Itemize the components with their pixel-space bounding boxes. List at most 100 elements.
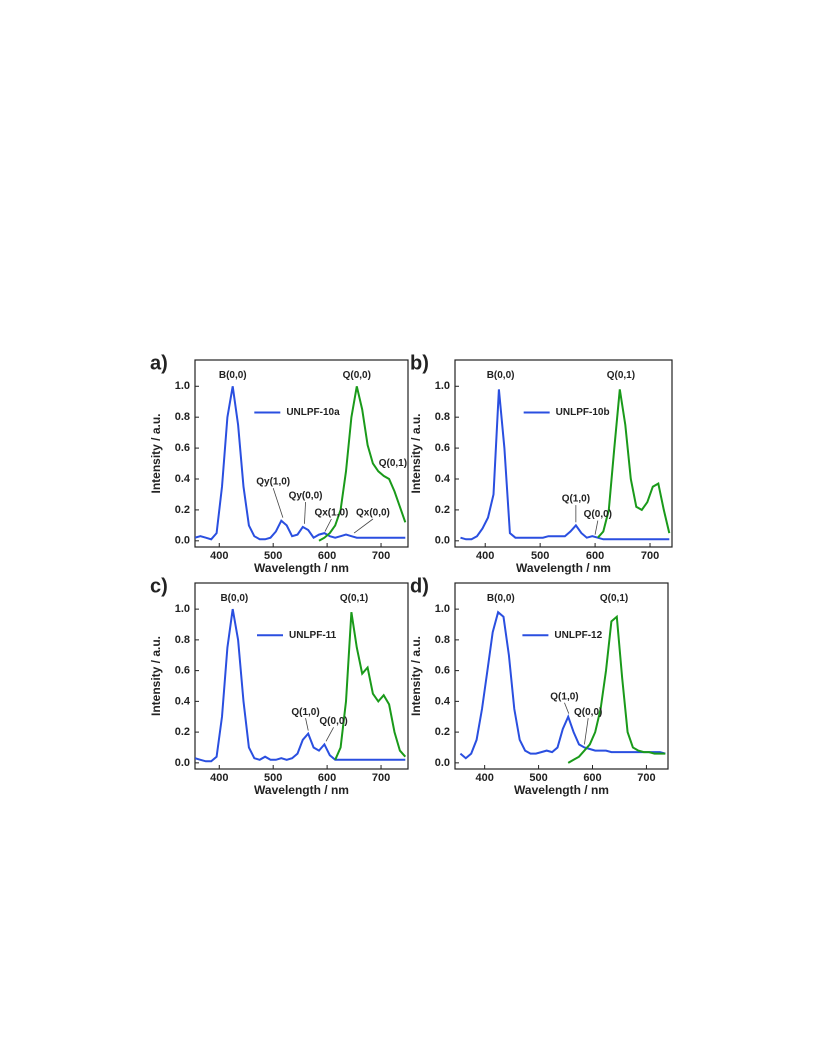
y-tick-label: 1.0: [435, 603, 450, 615]
x-tick-label: 600: [586, 550, 604, 562]
peak-annotation: Q(0,1): [340, 593, 368, 604]
y-tick-label: 0.8: [175, 634, 190, 646]
y-axis-label: Intensity / a.u.: [409, 636, 423, 716]
y-tick-label: 0.4: [435, 695, 451, 707]
x-tick-label: 400: [475, 772, 493, 784]
x-axis-label: Wavelength / nm: [516, 561, 611, 575]
y-tick-label: 0.0: [175, 535, 190, 547]
spectrum-line: [597, 389, 671, 539]
x-tick-label: 600: [583, 772, 601, 784]
y-tick-label: 0.8: [175, 411, 190, 423]
annotation-arrow: [324, 518, 332, 532]
y-tick-label: 0.0: [435, 535, 450, 547]
peak-annotation: Q(0,1): [600, 593, 628, 604]
panel: 400 500 600 700 0.0 0.2 0.4 0.6 0.8 1.0 Wavelength…: [409, 352, 673, 575]
x-tick-label: 700: [637, 772, 655, 784]
x-axis-label: Wavelength / nm: [254, 561, 349, 575]
y-tick-label: 0.4: [435, 473, 451, 485]
peak-annotation: B(0,0): [220, 593, 248, 604]
annotation-arrow: [353, 518, 374, 534]
annotation-arrow: [305, 718, 309, 731]
spectrum-line: [459, 610, 666, 760]
peak-annotation: Q(0,0): [343, 370, 371, 381]
annotation-arrow: [304, 501, 306, 524]
y-axis-label: Intensity / a.u.: [149, 413, 163, 493]
y-tick-label: 1.0: [175, 380, 190, 392]
plot-frame: [194, 582, 409, 770]
peak-annotation: B(0,0): [219, 370, 247, 381]
peak-annotation: Q(0,0): [319, 716, 347, 727]
y-axis-label: Intensity / a.u.: [409, 413, 423, 493]
y-tick-label: 1.0: [435, 380, 450, 392]
spectrum-line: [318, 386, 407, 542]
annotation-arrow: [594, 520, 599, 535]
panel-label: a): [150, 352, 168, 374]
peak-annotation: Q(0,1): [379, 458, 407, 469]
x-tick-label: 700: [641, 550, 659, 562]
spectrum-line: [195, 608, 406, 763]
y-tick-label: 0.2: [435, 726, 450, 738]
peak-annotation: Q(0,0): [574, 707, 602, 718]
panel-label: b): [410, 352, 429, 374]
y-tick-label: 0.8: [435, 634, 450, 646]
panel-label: d): [410, 575, 429, 597]
spectrum-line: [334, 612, 407, 761]
panel-label: c): [150, 575, 168, 597]
plot-frame: [194, 359, 409, 548]
x-tick-label: 700: [372, 550, 390, 562]
plot-frame: [454, 582, 669, 770]
peak-annotation: Q(1,0): [291, 707, 319, 718]
x-tick-label: 400: [476, 550, 494, 562]
annotation-arrow: [272, 487, 284, 518]
y-tick-label: 0.4: [175, 473, 191, 485]
peak-annotation: B(0,0): [487, 593, 515, 604]
y-tick-label: 0.6: [175, 665, 190, 677]
x-tick-label: 600: [318, 772, 336, 784]
spectrum-line: [567, 614, 666, 764]
annotation-arrow: [325, 727, 334, 742]
peak-annotation: Q(1,0): [562, 494, 590, 505]
spectrum-line: [195, 386, 406, 541]
plot-frame: [454, 359, 673, 548]
x-tick-label: 500: [529, 772, 547, 784]
x-tick-label: 700: [372, 772, 390, 784]
legend-label: UNLPF-12: [554, 630, 602, 641]
peak-annotation: Qy(1,0): [256, 477, 290, 488]
panel: 400 500 600 700 0.0 0.2 0.4 0.6 0.8 1.0 Wavelength…: [149, 352, 409, 575]
legend-label: UNLPF-10b: [556, 407, 610, 418]
legend-label: UNLPF-10a: [286, 407, 340, 418]
peak-annotation: Q(0,0): [584, 509, 612, 520]
spectrum-line: [460, 389, 670, 541]
y-tick-label: 0.0: [175, 757, 190, 769]
annotation-arrow: [584, 718, 589, 745]
x-axis-label: Wavelength / nm: [514, 783, 609, 797]
x-tick-label: 600: [318, 550, 336, 562]
x-tick-label: 400: [210, 772, 228, 784]
y-tick-label: 0.6: [435, 665, 450, 677]
annotation-arrow: [564, 702, 570, 714]
x-axis-label: Wavelength / nm: [254, 783, 349, 797]
peak-annotation: Q(0,1): [607, 370, 635, 381]
legend-label: UNLPF-11: [289, 630, 337, 641]
y-tick-label: 0.6: [435, 442, 450, 454]
y-axis-label: Intensity / a.u.: [149, 636, 163, 716]
peak-annotation: Qx(1,0): [314, 508, 348, 519]
y-tick-label: 0.8: [435, 411, 450, 423]
y-tick-label: 0.0: [435, 757, 450, 769]
y-tick-label: 0.2: [175, 726, 190, 738]
peak-annotation: Qx(0,0): [356, 508, 390, 519]
panel: 400 500 600 700 0.0 0.2 0.4 0.6 0.8 1.0 Wavelength…: [149, 575, 409, 797]
x-tick-label: 500: [264, 550, 282, 562]
y-tick-label: 1.0: [175, 603, 190, 615]
y-tick-label: 0.6: [175, 442, 190, 454]
panel: 400 500 600 700 0.0 0.2 0.4 0.6 0.8 1.0 Wavelength…: [409, 575, 669, 797]
y-tick-label: 0.2: [435, 504, 450, 516]
peak-annotation: B(0,0): [487, 370, 515, 381]
peak-annotation: Qy(0,0): [289, 491, 323, 502]
y-tick-label: 0.4: [175, 695, 191, 707]
y-tick-label: 0.2: [175, 504, 190, 516]
x-tick-label: 500: [531, 550, 549, 562]
peak-annotation: Q(1,0): [550, 691, 578, 702]
